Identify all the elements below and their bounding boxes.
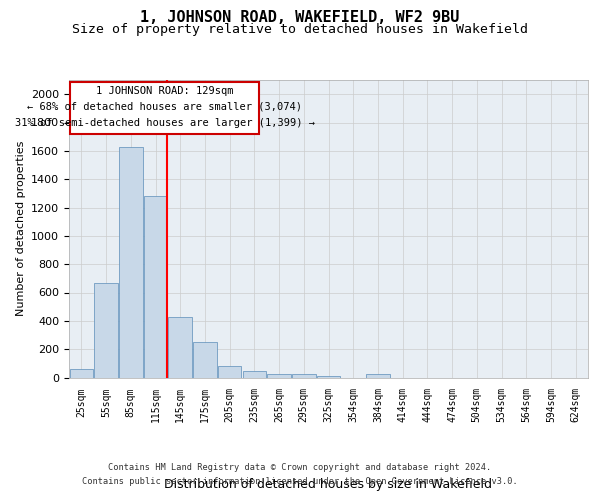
X-axis label: Distribution of detached houses by size in Wakefield: Distribution of detached houses by size … <box>164 478 493 491</box>
Text: Contains HM Land Registry data © Crown copyright and database right 2024.: Contains HM Land Registry data © Crown c… <box>109 464 491 472</box>
Text: 1, JOHNSON ROAD, WAKEFIELD, WF2 9BU: 1, JOHNSON ROAD, WAKEFIELD, WF2 9BU <box>140 10 460 25</box>
Bar <box>292 374 316 378</box>
Bar <box>218 366 241 378</box>
Text: ← 68% of detached houses are smaller (3,074): ← 68% of detached houses are smaller (3,… <box>27 102 302 112</box>
Bar <box>144 196 167 378</box>
Bar <box>193 342 217 378</box>
Bar <box>268 374 291 378</box>
Bar <box>94 282 118 378</box>
Bar <box>317 376 340 378</box>
Bar <box>169 316 192 378</box>
Bar <box>70 82 259 134</box>
Bar <box>119 146 143 378</box>
Bar <box>242 371 266 378</box>
Text: 1 JOHNSON ROAD: 129sqm: 1 JOHNSON ROAD: 129sqm <box>96 86 233 97</box>
Bar <box>366 374 389 378</box>
Text: 31% of semi-detached houses are larger (1,399) →: 31% of semi-detached houses are larger (… <box>15 118 315 128</box>
Y-axis label: Number of detached properties: Number of detached properties <box>16 141 26 316</box>
Text: Contains public sector information licensed under the Open Government Licence v3: Contains public sector information licen… <box>82 477 518 486</box>
Text: Size of property relative to detached houses in Wakefield: Size of property relative to detached ho… <box>72 22 528 36</box>
Bar <box>70 369 93 378</box>
